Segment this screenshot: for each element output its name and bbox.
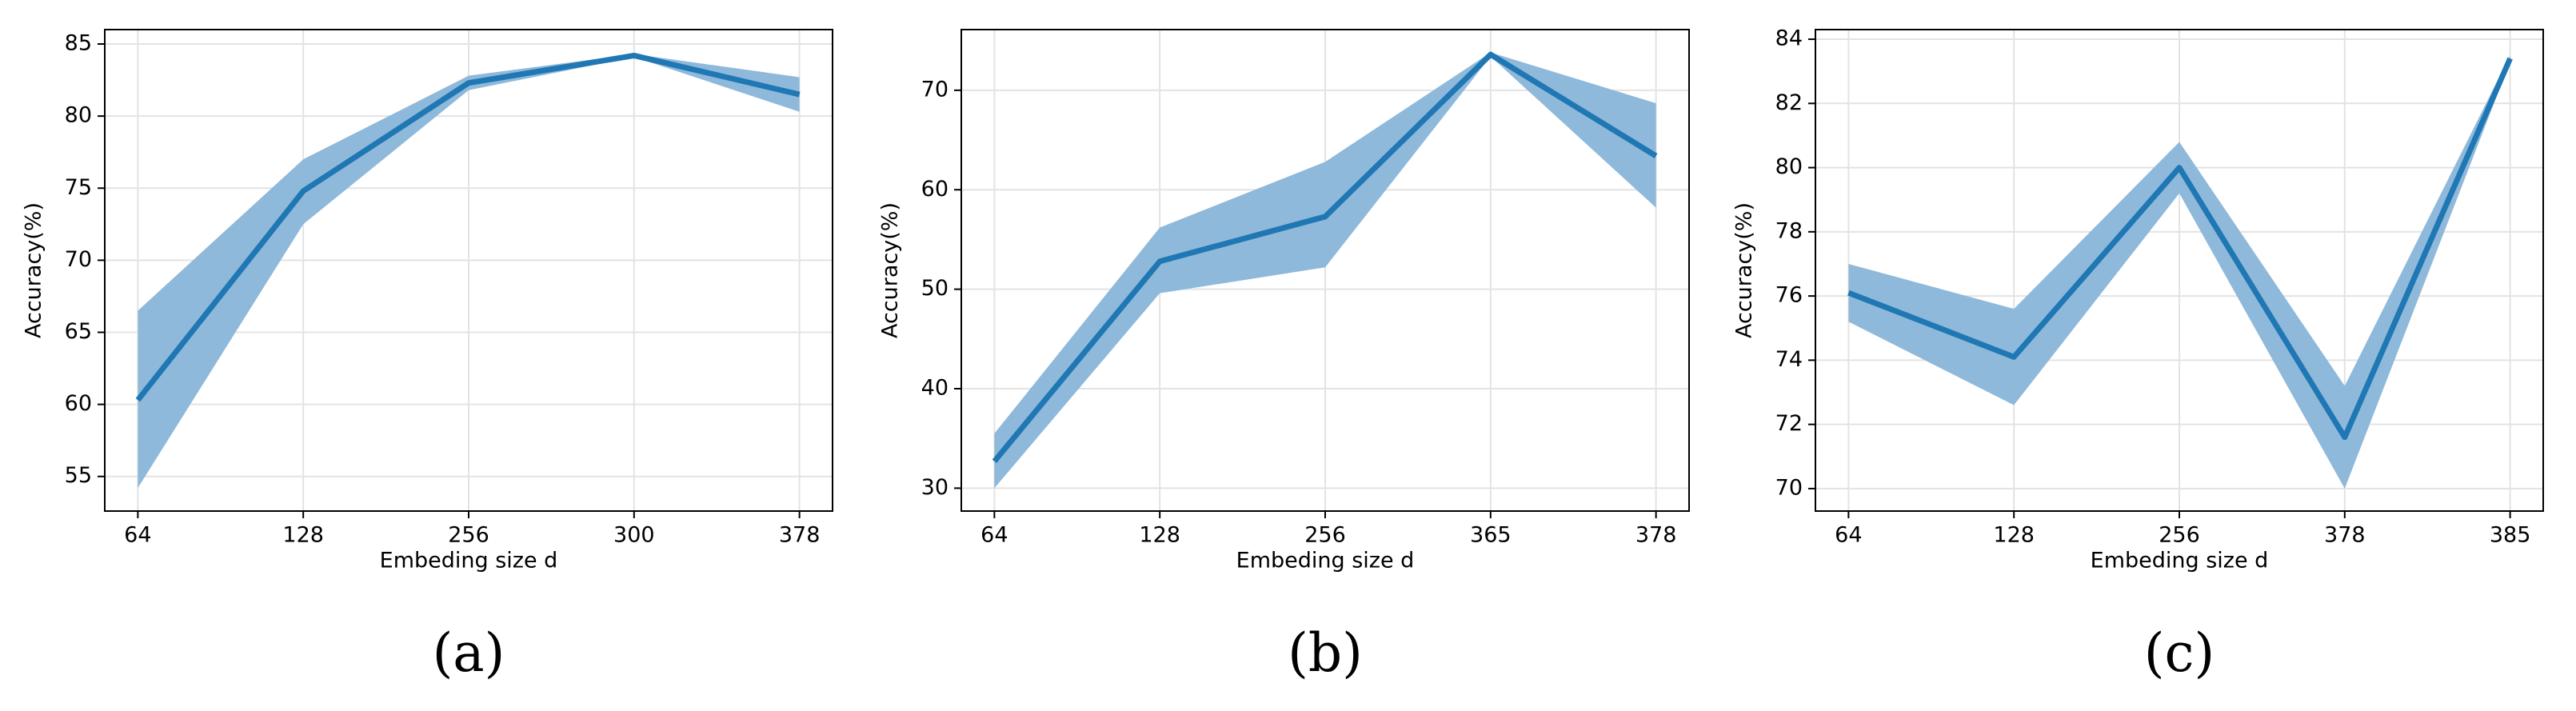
y-tick-label: 74 xyxy=(1775,347,1803,372)
y-axis-label: Accuracy(%) xyxy=(1732,202,1757,338)
y-axis-label: Accuracy(%) xyxy=(22,202,46,338)
x-tick-label: 128 xyxy=(1139,523,1180,548)
confidence-band xyxy=(994,52,1656,489)
caption: (a) xyxy=(433,622,505,684)
x-axis-label: Embeding size d xyxy=(1236,549,1415,573)
x-tick-label: 378 xyxy=(1635,523,1677,548)
line xyxy=(135,52,801,402)
y-tick-label: 50 xyxy=(921,276,949,301)
y-axis-label: Accuracy(%) xyxy=(878,202,903,338)
x-tick-label: 378 xyxy=(779,523,821,548)
x-axis-label: Embeding size d xyxy=(2091,549,2269,573)
y-tick-label: 78 xyxy=(1775,218,1803,243)
x-axis-label: Embeding size d xyxy=(380,549,558,573)
y-tick-label: 70 xyxy=(1775,475,1803,500)
confidence-band xyxy=(138,54,800,489)
x-tick-label: 64 xyxy=(980,523,1008,548)
x-tick-label: 300 xyxy=(613,523,655,548)
x-tick-label: 128 xyxy=(282,523,324,548)
line xyxy=(992,51,1658,464)
x-tick-label: 128 xyxy=(1993,523,2035,548)
y-tick-label: 30 xyxy=(921,475,949,500)
y-tick-label: 40 xyxy=(921,376,949,401)
y-tick-label: 70 xyxy=(921,77,949,102)
y-tick-label: 60 xyxy=(65,391,92,416)
x-tick-label: 365 xyxy=(1470,523,1512,548)
y-tick-label: 82 xyxy=(1775,90,1803,115)
line xyxy=(1847,57,2513,441)
y-tick-label: 80 xyxy=(65,103,92,128)
y-tick-label: 76 xyxy=(1775,283,1803,308)
confidence-band xyxy=(1848,55,2510,489)
y-tick-label: 84 xyxy=(1775,26,1803,51)
x-tick-label: 256 xyxy=(448,523,489,548)
y-tick-label: 85 xyxy=(65,31,92,56)
x-tick-label: 64 xyxy=(1835,523,1862,548)
plot-frame xyxy=(104,29,833,512)
y-tick-label: 55 xyxy=(65,463,92,488)
y-tick-label: 72 xyxy=(1775,411,1803,436)
y-tick-label: 60 xyxy=(921,177,949,202)
y-tick-label: 75 xyxy=(65,175,92,200)
y-tick-label: 70 xyxy=(65,247,92,272)
caption: (b) xyxy=(1288,622,1363,684)
x-tick-label: 385 xyxy=(2490,523,2531,548)
x-tick-label: 378 xyxy=(2324,523,2366,548)
plot-frame xyxy=(961,29,1690,512)
x-tick-label: 256 xyxy=(2159,523,2200,548)
y-tick-label: 80 xyxy=(1775,154,1803,179)
y-tick-label: 65 xyxy=(65,319,92,344)
x-tick-label: 64 xyxy=(124,523,151,548)
caption: (c) xyxy=(2144,622,2215,684)
x-tick-label: 256 xyxy=(1304,523,1346,548)
plot-frame xyxy=(1815,29,2544,512)
